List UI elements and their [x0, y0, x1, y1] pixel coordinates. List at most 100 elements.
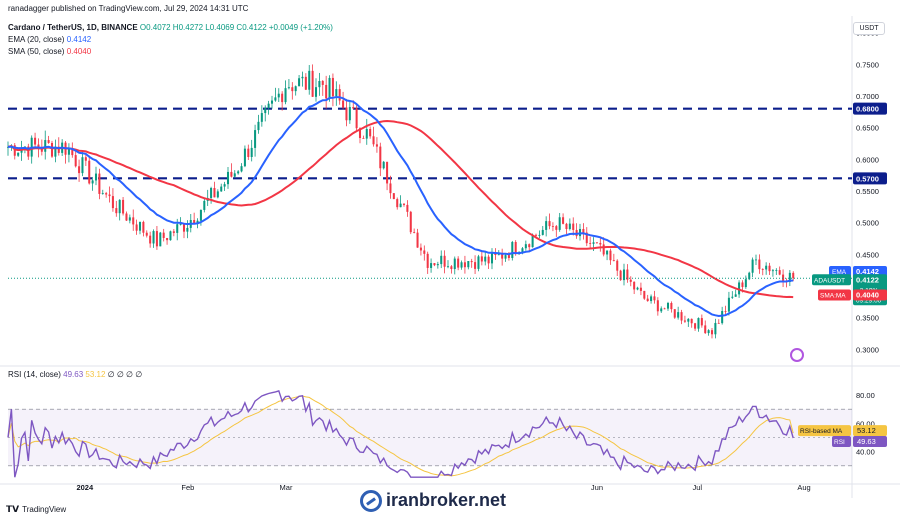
candle-body	[396, 199, 399, 208]
candle-body	[599, 242, 602, 245]
candle-body	[673, 309, 676, 318]
candle-body	[182, 224, 186, 232]
candle-body	[626, 269, 629, 280]
level-badge-label: 0.5700	[856, 174, 879, 183]
candle-body	[352, 107, 355, 109]
candle-body	[609, 250, 612, 261]
candle-body	[487, 256, 490, 264]
candle-body	[694, 323, 697, 329]
candle-body	[663, 308, 666, 310]
candle-body	[633, 281, 636, 290]
rsi-ma-axis-label-box	[798, 425, 851, 437]
candle-body	[558, 217, 561, 230]
candle-body	[274, 97, 277, 101]
sma-legend-row[interactable]: SMA (50, close) 0.4040	[8, 46, 333, 58]
candle-body	[287, 87, 290, 89]
rsi-legend[interactable]: RSI (14, close) 49.63 53.12 ∅ ∅ ∅ ∅	[8, 370, 142, 379]
candle-body	[717, 322, 720, 324]
candle-body	[392, 193, 395, 200]
candle-body	[362, 137, 365, 139]
time-tick-label: 2024	[76, 483, 94, 492]
candle-body	[321, 80, 324, 85]
tradingview-logo[interactable]: 𝗧𝗩 TradingView	[6, 504, 66, 515]
candle-body	[304, 76, 307, 90]
candle-body	[545, 221, 548, 230]
candle-body	[254, 130, 257, 148]
candle-body	[460, 262, 463, 268]
candle-body	[108, 194, 111, 197]
candle-body	[761, 269, 764, 270]
candle-body	[744, 279, 747, 288]
sma-label: SMA (50, close)	[8, 47, 65, 56]
candle-body	[440, 255, 443, 265]
candle-body	[470, 261, 473, 263]
candle-body	[172, 231, 175, 233]
candle-body	[203, 200, 206, 210]
tradingview-text: TradingView	[22, 505, 67, 514]
symbol-legend-row[interactable]: Cardano / TetherUS, 1D, BINANCE O0.4072 …	[8, 22, 333, 34]
candle-body	[210, 187, 213, 198]
candle-body	[186, 227, 189, 232]
time-tick-label: Feb	[181, 483, 194, 492]
candle-body	[700, 318, 703, 326]
candle-body	[616, 260, 619, 271]
rsi-label: RSI (14, close)	[8, 370, 61, 379]
candle-body	[727, 297, 730, 312]
candle-body	[226, 171, 230, 185]
candle-body	[291, 87, 294, 92]
candle-body	[74, 155, 77, 167]
candle-body	[683, 320, 686, 322]
price-tick-label: 0.5500	[856, 187, 879, 196]
candle-body	[40, 148, 43, 152]
candle-body	[389, 183, 392, 194]
candle-body	[501, 254, 504, 259]
candle-body	[230, 171, 233, 177]
candle-body	[257, 121, 260, 131]
candle-body	[369, 128, 372, 137]
candle-body	[636, 287, 639, 290]
candle-body	[775, 270, 778, 271]
candle-body	[379, 146, 382, 169]
replay-icon[interactable]	[790, 348, 804, 362]
level-badge	[853, 172, 887, 185]
ema-20-line	[7, 95, 794, 318]
candle-body	[142, 221, 145, 233]
candle-body	[589, 243, 592, 244]
candle-body	[71, 149, 74, 156]
price-tick-label: 0.3000	[856, 345, 879, 354]
candle-body	[213, 187, 216, 198]
candle-body	[650, 296, 653, 302]
candle-body	[497, 254, 500, 256]
candle-body	[433, 263, 436, 266]
currency-selector[interactable]: USDT	[853, 22, 885, 35]
candle-body	[94, 173, 98, 181]
ema-label: EMA (20, close)	[8, 35, 65, 44]
candle-body	[494, 253, 497, 256]
candle-body	[325, 84, 328, 99]
candle-body	[572, 223, 575, 230]
candle-body	[128, 217, 131, 221]
time-tick-label: Jul	[692, 483, 702, 492]
candle-body	[629, 279, 632, 282]
rsi-axis-badge	[853, 436, 887, 448]
candle-body	[34, 137, 37, 145]
symbol-axis-label: ADAUSDT	[814, 277, 845, 284]
candle-body	[477, 256, 480, 269]
ema-axis-label-box	[829, 266, 851, 278]
candle-body	[298, 78, 301, 87]
candle-body	[345, 107, 348, 121]
candle-body	[84, 157, 87, 161]
candle-body	[582, 228, 585, 233]
rsi-ma-axis-value: 53.12	[857, 426, 876, 435]
sma-value: 0.4040	[66, 47, 92, 56]
candle-body	[666, 302, 670, 309]
ema-legend-row[interactable]: EMA (20, close) 0.4142	[8, 34, 333, 46]
price-tick-label: 0.4500	[856, 250, 879, 259]
candle-body	[88, 160, 91, 184]
sma-50-line	[7, 119, 794, 299]
candle-body	[521, 248, 524, 253]
candle-body	[602, 244, 605, 255]
candle-body	[507, 255, 510, 258]
candle-body	[660, 308, 663, 312]
